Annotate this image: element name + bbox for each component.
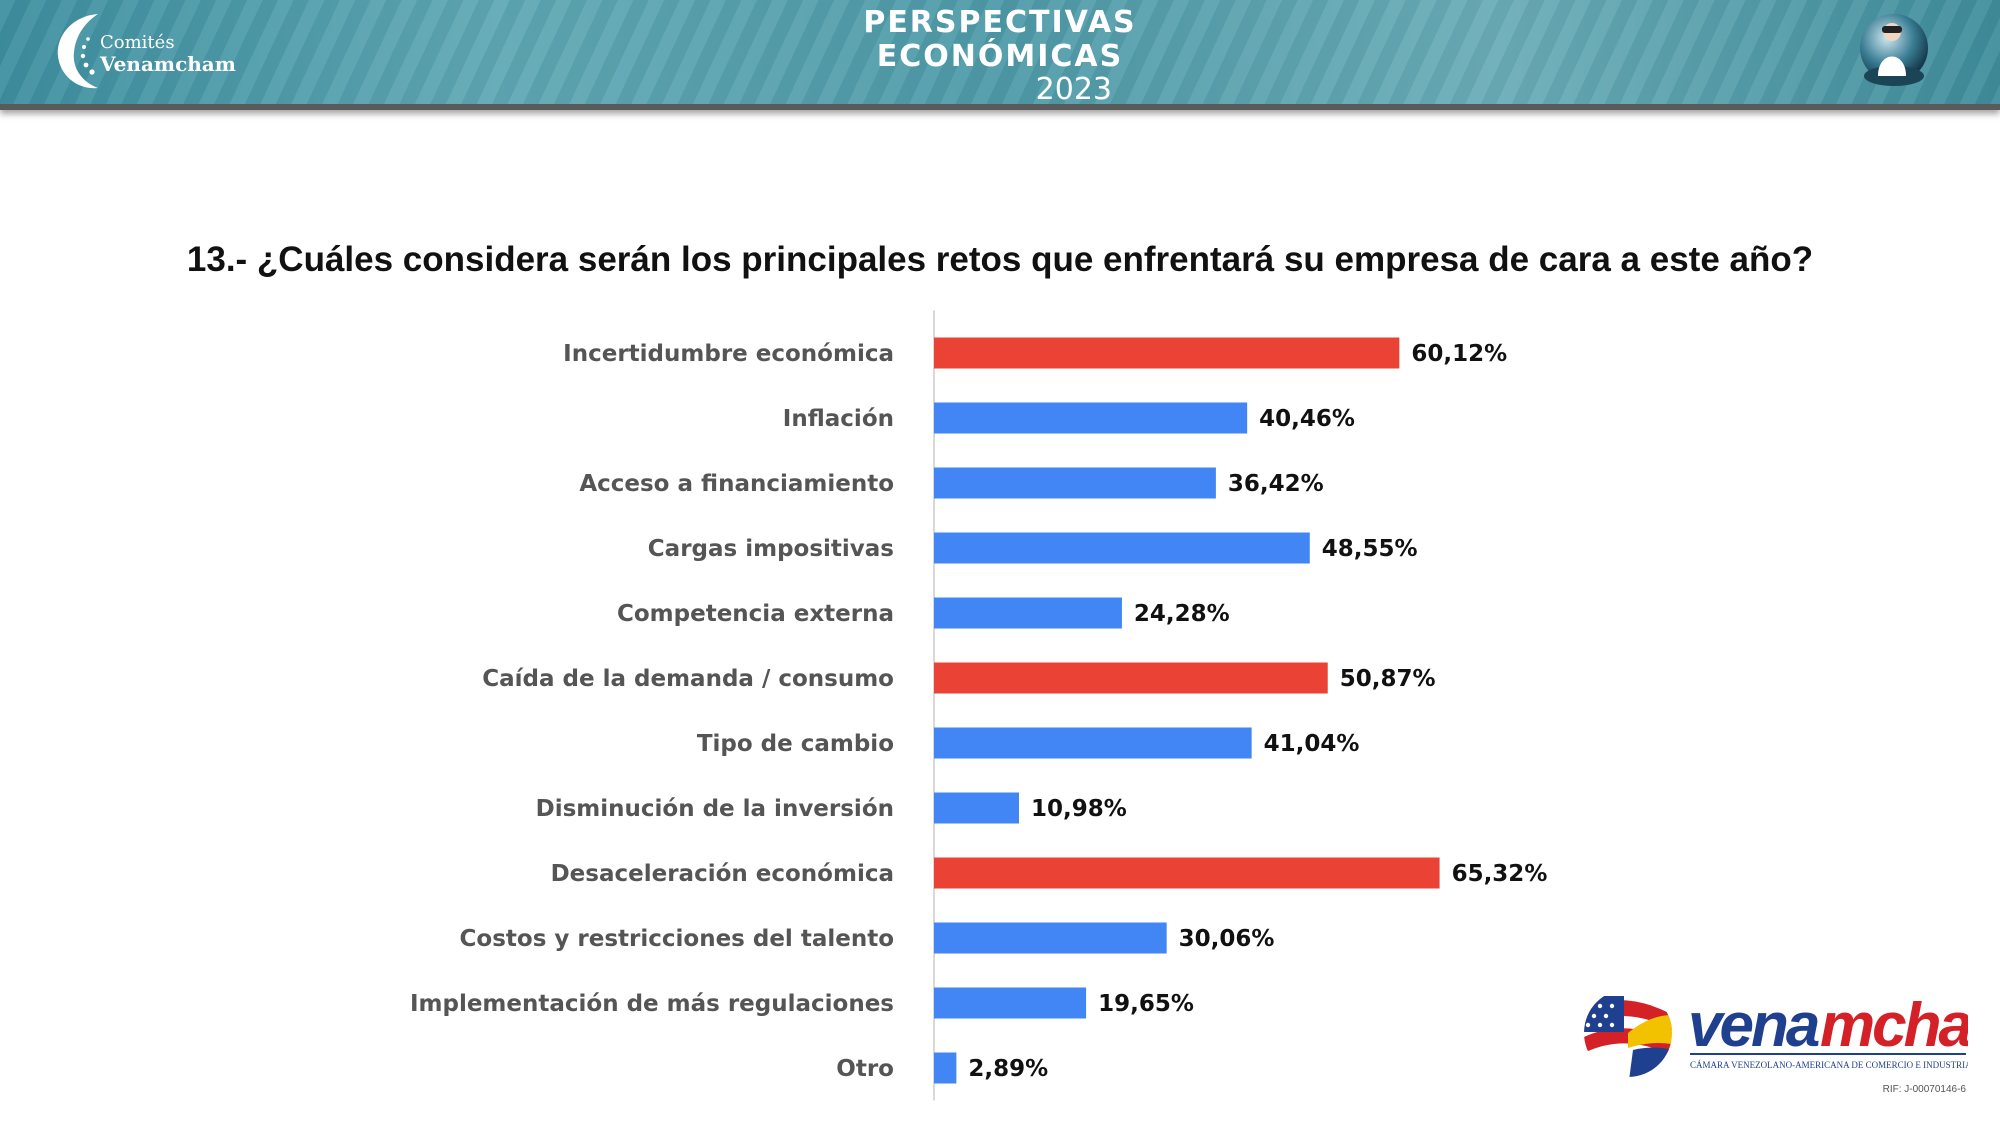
bar — [934, 727, 1252, 759]
bar — [934, 467, 1216, 499]
banner-bottom-border — [0, 104, 2000, 110]
value-label: 48,55% — [1322, 536, 1418, 562]
bar — [934, 402, 1248, 434]
bar — [934, 532, 1310, 564]
category-label: Otro — [836, 1056, 894, 1082]
banner-title-year: 2023 — [1035, 72, 1112, 107]
banner-title: PERSPECTIVAS ECONÓMICAS 2023 — [860, 6, 1140, 106]
value-label: 40,46% — [1259, 406, 1355, 432]
value-label: 60,12% — [1411, 341, 1507, 367]
category-label: Costos y restricciones del talento — [460, 926, 894, 952]
value-label: 2,89% — [968, 1056, 1048, 1082]
value-label: 24,28% — [1134, 601, 1230, 627]
person-with-binoculars-globe-icon — [1860, 14, 1928, 86]
category-label: Tipo de cambio — [697, 731, 894, 757]
bar — [934, 857, 1440, 889]
header-banner: Comités Venamcham PERSPECTIVAS ECONÓMICA… — [0, 0, 2000, 110]
value-label: 41,04% — [1264, 731, 1360, 757]
category-label: Cargas impositivas — [648, 536, 894, 562]
venamcham-wordmark-right: mcham — [1820, 991, 1968, 1060]
category-label: Competencia externa — [617, 601, 894, 627]
brand-line-2: Venamcham — [100, 52, 236, 76]
banner-title-line-1: PERSPECTIVAS — [863, 5, 1137, 40]
flag-swirl-icon — [1584, 989, 1672, 1077]
banner-title-line-2: ECONÓMICAS — [876, 39, 1124, 74]
bar — [934, 1052, 957, 1084]
venamcham-logo: vena mcham CÁMARA VENEZOLANO-AMERICANA D… — [1584, 989, 1968, 1095]
brand-line-1: Comités — [100, 32, 175, 53]
category-label: Disminución de la inversión — [536, 796, 894, 822]
bar — [934, 922, 1167, 954]
category-label: Incertidumbre económica — [563, 341, 894, 367]
chart-question-title: 13.- ¿Cuáles considera serán los princip… — [186, 240, 1814, 279]
value-label: 10,98% — [1031, 796, 1127, 822]
bar — [934, 662, 1328, 694]
category-label: Inflación — [783, 406, 894, 432]
value-label: 19,65% — [1098, 991, 1194, 1017]
category-label: Acceso a financiamiento — [579, 471, 894, 497]
banner-background-texture — [0, 0, 2000, 110]
value-label: 65,32% — [1452, 861, 1548, 887]
bar — [934, 987, 1087, 1019]
venamcham-rif: RIF: J-00070146-6 — [1883, 1084, 1967, 1095]
value-label: 30,06% — [1179, 926, 1275, 952]
bar — [934, 337, 1400, 369]
bar — [934, 792, 1019, 824]
category-label: Caída de la demanda / consumo — [482, 666, 894, 692]
category-label: Implementación de más regulaciones — [410, 991, 894, 1017]
venamcham-subtitle: CÁMARA VENEZOLANO-AMERICANA DE COMERCIO … — [1690, 1060, 1968, 1070]
bar — [934, 597, 1122, 629]
venamcham-wordmark-left: vena — [1688, 991, 1819, 1060]
value-label: 50,87% — [1340, 666, 1436, 692]
crescent-logo-icon — [57, 14, 98, 89]
category-label: Desaceleración económica — [551, 861, 894, 887]
value-label: 36,42% — [1228, 471, 1324, 497]
comites-venamcham-logo: Comités Venamcham — [52, 10, 242, 95]
